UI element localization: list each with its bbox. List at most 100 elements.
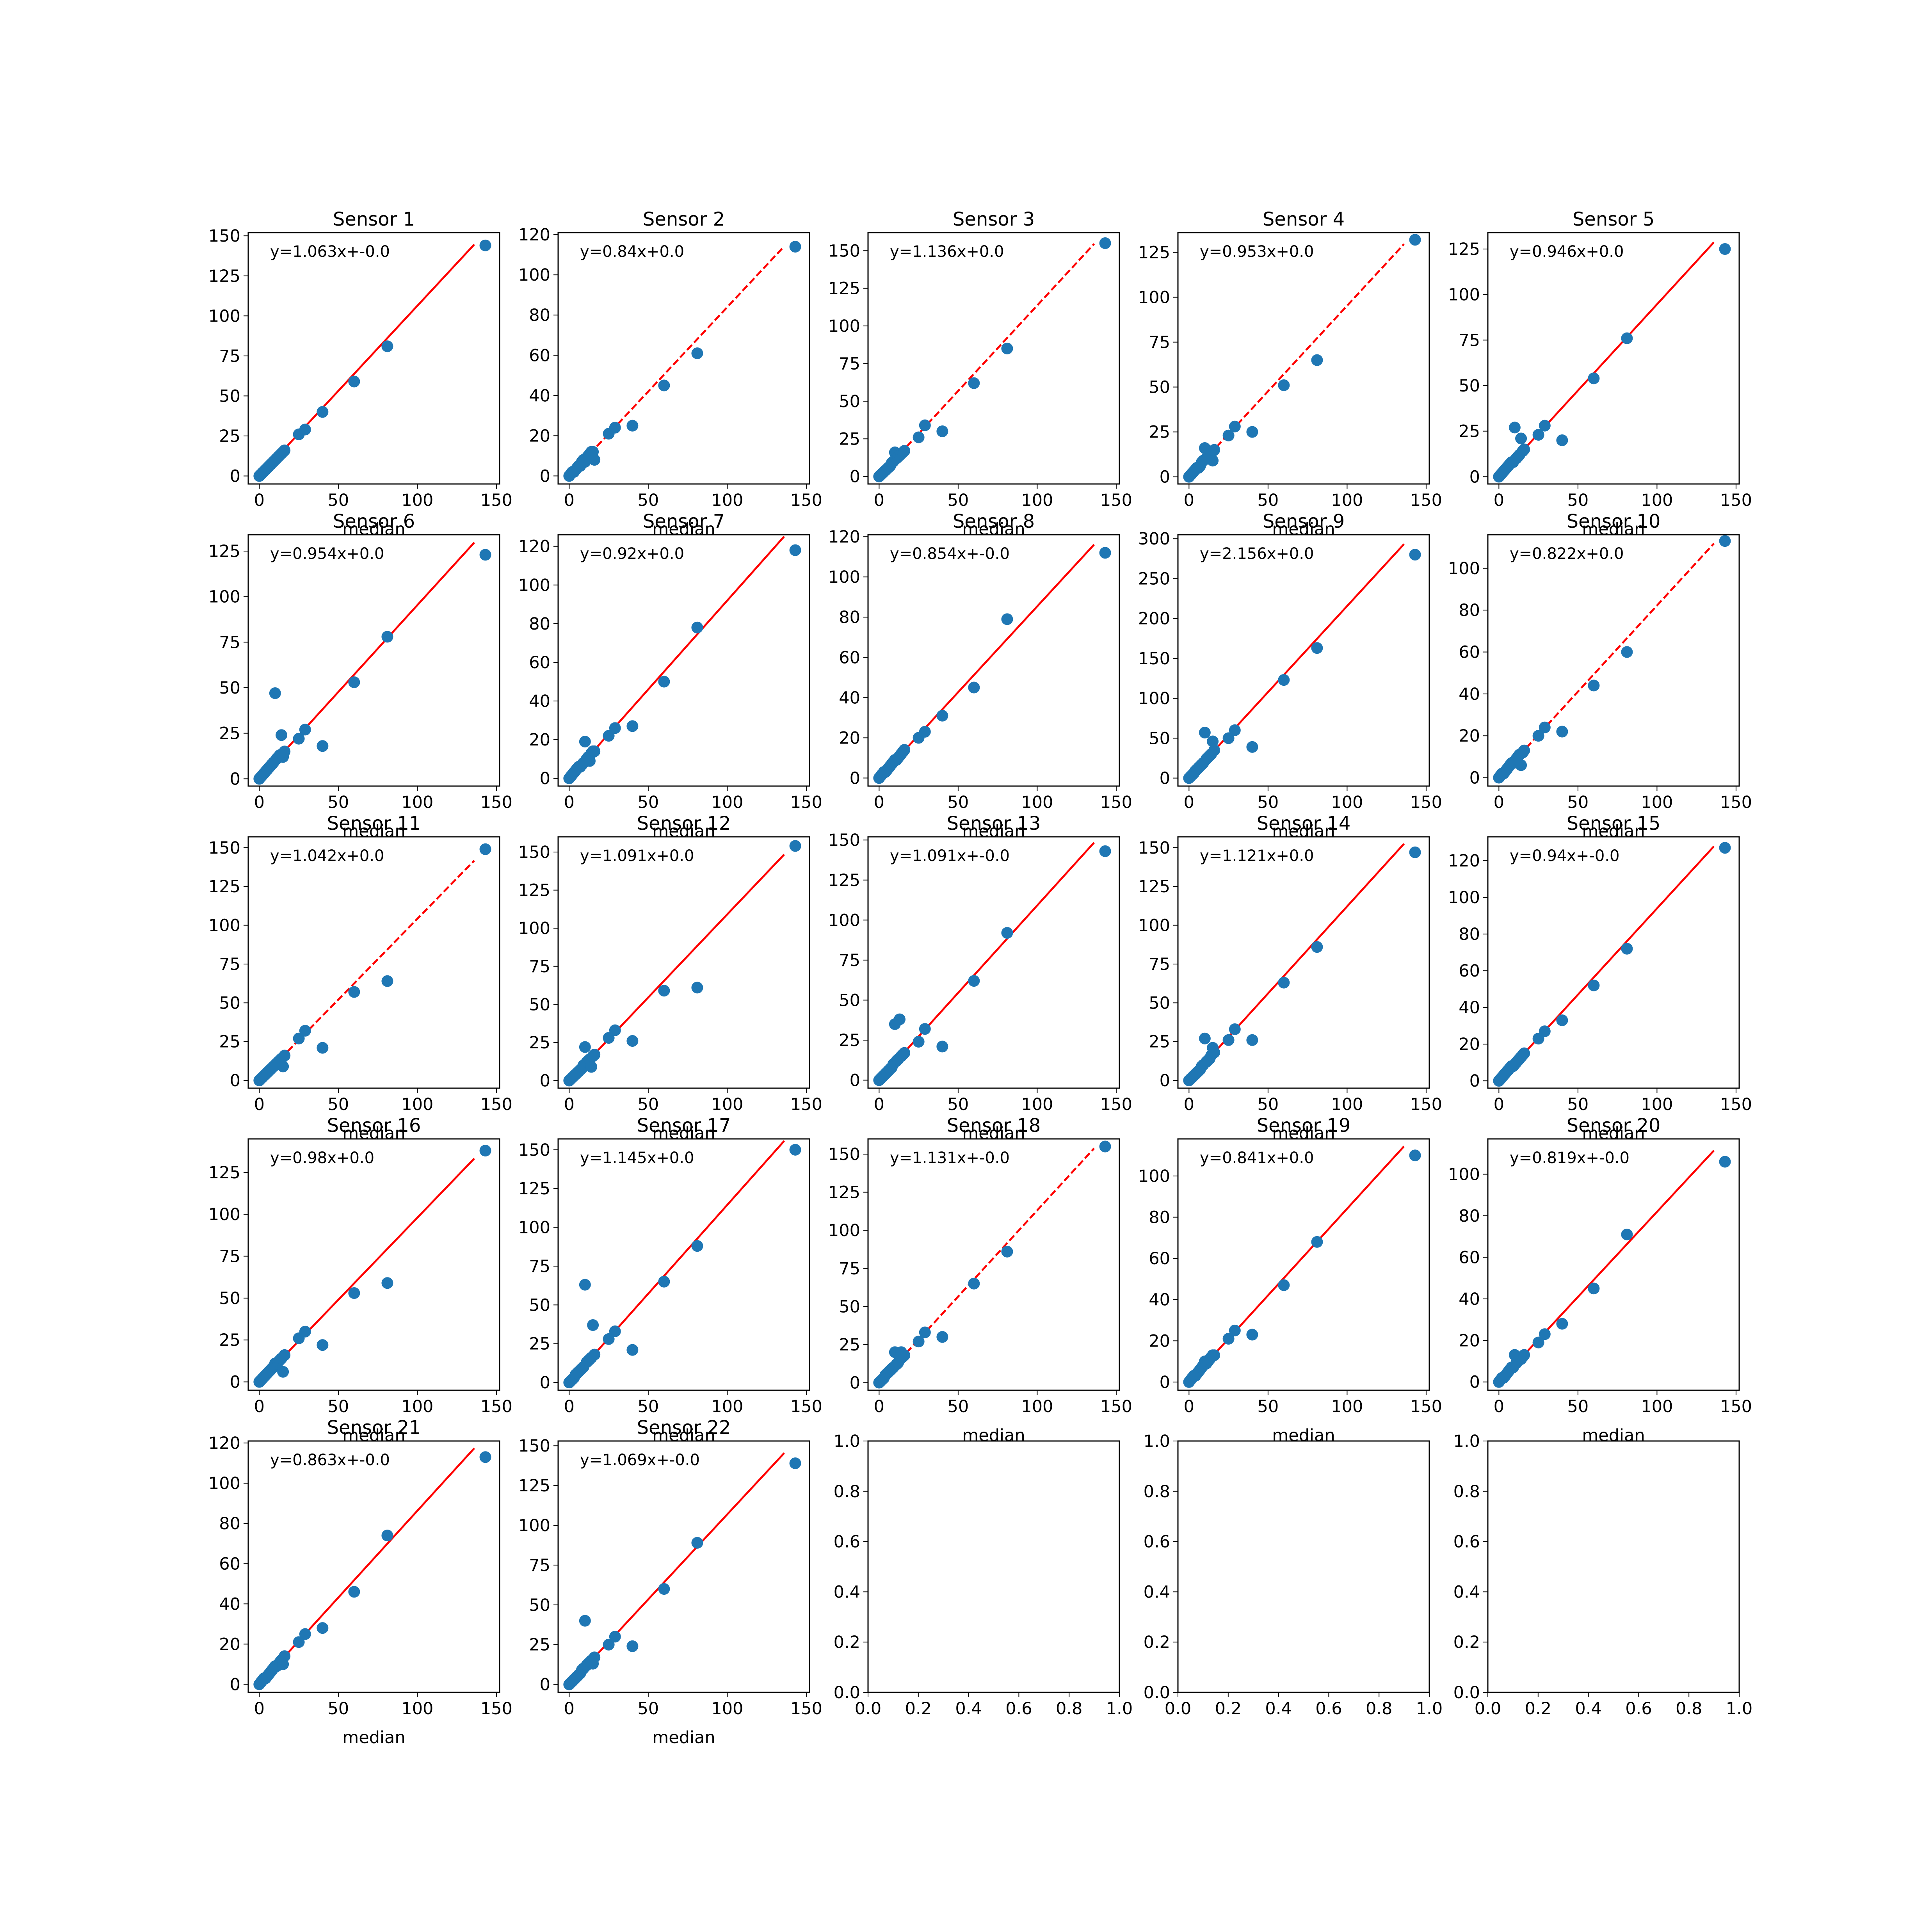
y-tick-label: 100 — [1138, 689, 1170, 708]
y-tick-label: 100 — [208, 1474, 240, 1493]
data-point — [299, 1628, 311, 1640]
data-point — [1001, 613, 1013, 625]
y-tick-label: 50 — [1459, 376, 1480, 396]
x-axis-label: median — [652, 1124, 715, 1143]
data-point — [277, 1060, 289, 1073]
data-point — [277, 1366, 289, 1378]
data-point — [1229, 1324, 1241, 1336]
fit-line — [258, 860, 475, 1081]
data-point — [1311, 354, 1323, 366]
y-tick-label: 75 — [219, 347, 240, 366]
y-tick-label: 80 — [219, 1514, 240, 1534]
axes-frame — [867, 1138, 1120, 1391]
x-tick-label: 100 — [711, 1095, 743, 1114]
data-point — [1222, 1333, 1235, 1345]
y-tick-label: 50 — [219, 1289, 240, 1308]
x-tick-label: 0 — [564, 1397, 575, 1416]
x-tick-label: 100 — [1331, 491, 1363, 510]
y-tick-label: 100 — [828, 1221, 860, 1240]
y-tick-label: 150 — [1138, 649, 1170, 669]
data-point — [609, 1325, 621, 1337]
y-tick-label: 50 — [839, 991, 860, 1010]
subplot-title: Sensor 21 — [327, 1417, 421, 1439]
y-tick-label: 75 — [529, 1556, 550, 1575]
subplot-5: Sensor 5 0 50 100 150 0 25 50 75 100 125 median y=0.… — [1448, 208, 1752, 539]
y-tick-label: 125 — [828, 1183, 860, 1203]
fit-equation: y=2.156x+0.0 — [1200, 545, 1314, 563]
data-point — [1532, 429, 1544, 441]
x-tick-label: 1.0 — [1106, 1699, 1133, 1719]
data-point — [658, 676, 670, 688]
y-tick-label: 120 — [1448, 851, 1480, 871]
data-point — [603, 1333, 615, 1345]
y-tick-label: 300 — [1138, 529, 1170, 549]
y-tick-label: 100 — [518, 919, 550, 938]
data-point — [279, 1650, 291, 1662]
subplot-title: Sensor 17 — [637, 1115, 731, 1137]
x-tick-label: 100 — [401, 1699, 433, 1719]
axes-frame — [247, 1138, 500, 1391]
x-axis-label: median — [342, 1124, 405, 1143]
y-tick-label: 50 — [219, 993, 240, 1013]
axes-frame — [867, 1440, 1120, 1693]
subplot-19: Sensor 19 0 50 100 150 0 20 40 60 80 100 median y=0.… — [1138, 1115, 1442, 1445]
y-tick-label: 1.0 — [1144, 1432, 1170, 1451]
data-point — [579, 1615, 591, 1627]
data-point — [1229, 420, 1241, 432]
subplot-title: Sensor 20 — [1567, 1115, 1661, 1137]
data-point — [589, 745, 601, 757]
x-tick-label: 50 — [1258, 793, 1279, 812]
y-tick-label: 100 — [518, 1218, 550, 1238]
x-tick-label: 100 — [1641, 793, 1673, 812]
x-tick-label: 150 — [790, 491, 822, 510]
y-tick-label: 80 — [839, 608, 860, 627]
data-point — [1719, 842, 1731, 854]
x-tick-label: 0.8 — [1676, 1699, 1702, 1719]
axes-frame — [867, 534, 1120, 787]
y-tick-label: 100 — [828, 568, 860, 587]
y-tick-label: 100 — [1138, 288, 1170, 308]
x-tick-label: 0 — [1494, 1095, 1504, 1114]
subplot-15: Sensor 15 0 50 100 150 0 20 40 60 80 100 120 median y… — [1448, 813, 1752, 1143]
y-tick-label: 0 — [850, 1373, 860, 1393]
data-point — [589, 1348, 601, 1361]
data-point — [968, 681, 980, 694]
x-tick-label: 100 — [711, 491, 743, 510]
y-tick-label: 0 — [1469, 467, 1480, 487]
y-tick-label: 25 — [839, 1335, 860, 1355]
data-point — [479, 1451, 491, 1463]
y-tick-label: 50 — [839, 1297, 860, 1316]
y-tick-label: 0.4 — [834, 1582, 860, 1602]
y-tick-label: 80 — [529, 614, 550, 634]
x-tick-label: 100 — [711, 1397, 743, 1416]
data-point — [936, 1331, 948, 1343]
x-axis-label: median — [342, 1426, 405, 1445]
subplot-title: Sensor 8 — [953, 511, 1035, 532]
y-tick-label: 100 — [1448, 1165, 1480, 1184]
data-point — [1278, 977, 1290, 989]
y-tick-label: 25 — [219, 1032, 240, 1052]
y-tick-label: 25 — [529, 1635, 550, 1655]
y-tick-label: 20 — [1459, 1035, 1480, 1054]
data-point — [585, 1061, 598, 1073]
data-point — [1518, 443, 1530, 455]
y-tick-label: 125 — [208, 267, 240, 286]
fit-equation: y=0.94x+-0.0 — [1510, 847, 1619, 865]
subplot-23: 0.0 0.2 0.4 0.6 0.8 1.0 0.0 0.2 0.4 0.6 0.8 1.0 — [834, 1432, 1133, 1719]
subplot-16: Sensor 16 0 50 100 150 0 25 50 75 100 125 median y=0… — [208, 1115, 512, 1445]
data-point — [658, 985, 670, 997]
data-point — [658, 379, 670, 391]
subplot-title: Sensor 2 — [643, 208, 725, 230]
data-point — [299, 1025, 311, 1037]
subplot-7: Sensor 7 0 50 100 150 0 20 40 60 80 100 120 median y=… — [518, 511, 822, 841]
axes-frame — [247, 1440, 500, 1693]
x-tick-label: 0.8 — [1366, 1699, 1392, 1719]
x-tick-label: 150 — [480, 491, 512, 510]
data-point — [1229, 724, 1241, 736]
fit-equation: y=0.98x+0.0 — [270, 1149, 374, 1167]
subplot-title: Sensor 15 — [1567, 813, 1661, 834]
x-tick-label: 50 — [638, 491, 659, 510]
x-tick-label: 150 — [1100, 1397, 1132, 1416]
data-point — [1222, 429, 1235, 441]
x-tick-label: 150 — [1410, 491, 1442, 510]
